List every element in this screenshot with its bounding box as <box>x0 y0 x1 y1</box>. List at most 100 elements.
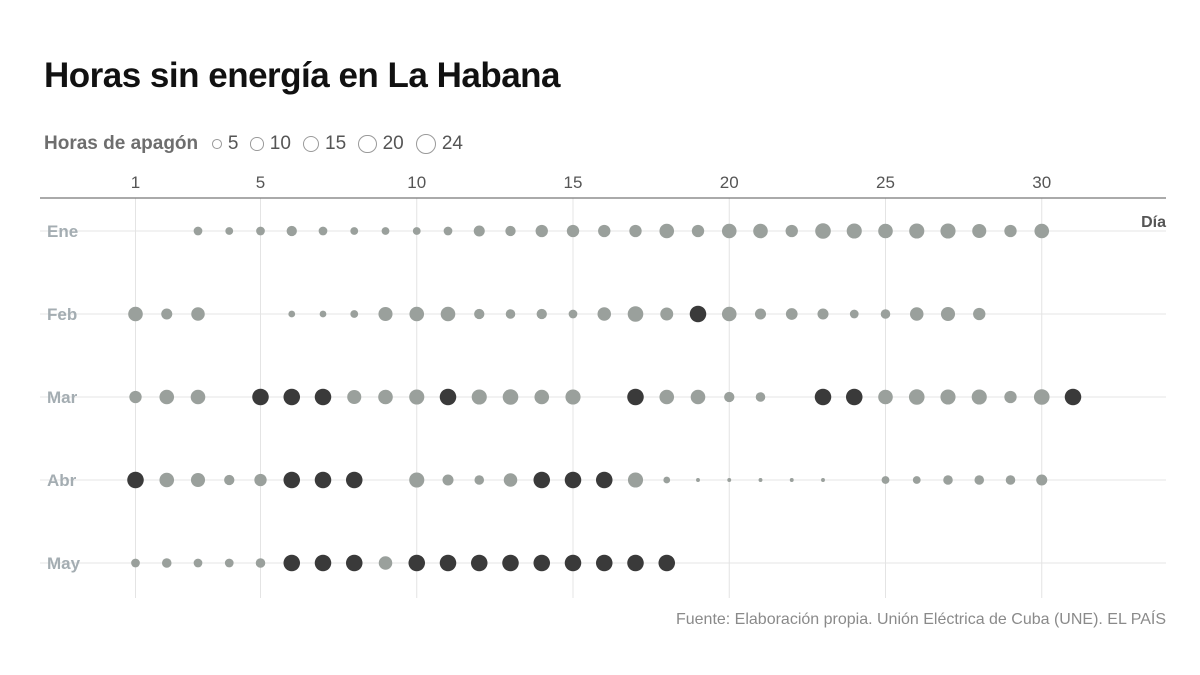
blackout-dot <box>565 389 581 405</box>
blackout-dot <box>1034 223 1050 239</box>
legend-circle <box>415 133 436 155</box>
blackout-dot <box>785 224 798 238</box>
month-label: Mar <box>47 388 78 407</box>
blackout-dot <box>503 473 518 487</box>
legend-circle <box>250 137 264 151</box>
month-label: Ene <box>47 222 78 241</box>
blackout-dot <box>690 389 706 405</box>
x-tick-label: 30 <box>1032 173 1051 192</box>
blackout-dot <box>408 554 426 572</box>
blackout-dot <box>190 472 206 488</box>
blackout-dot <box>940 223 956 239</box>
blackout-dot <box>533 471 551 489</box>
blackout-dot <box>663 476 671 484</box>
blackout-dot <box>473 225 485 237</box>
blackout-dot <box>378 389 393 405</box>
blackout-dot <box>193 558 203 568</box>
blackout-dot <box>878 223 893 239</box>
blackout-dot <box>943 475 953 485</box>
blackout-dot <box>721 306 737 322</box>
blackout-dot <box>314 388 332 406</box>
blackout-dot <box>974 475 985 485</box>
blackout-dot <box>971 389 987 405</box>
blackout-dot <box>283 471 301 489</box>
blackout-dot <box>350 310 359 318</box>
blackout-dot <box>318 226 328 236</box>
blackout-dot <box>474 308 485 320</box>
legend-label: 15 <box>325 133 347 154</box>
chart-title: Horas sin energía en La Habana <box>44 56 561 95</box>
blackout-dot <box>1033 389 1050 405</box>
legend-label: 5 <box>227 133 239 154</box>
blackout-dot <box>566 224 580 238</box>
blackout-dot <box>758 478 763 482</box>
blackout-dot <box>439 388 457 406</box>
blackout-dot <box>627 554 644 572</box>
blackout-dot <box>724 391 735 403</box>
blackout-dot <box>595 554 613 572</box>
blackout-dot <box>225 227 234 235</box>
legend-item-10: 10 <box>250 133 291 155</box>
blackout-dot <box>814 388 832 406</box>
blackout-dot <box>381 227 390 235</box>
blackout-dot <box>880 309 891 319</box>
blackout-dot <box>471 389 487 405</box>
month-label: Feb <box>47 305 77 324</box>
blackout-dot <box>256 226 265 236</box>
blackout-dot <box>502 554 519 572</box>
blackout-dot <box>161 308 173 320</box>
blackout-dot <box>159 472 175 488</box>
blackout-dot <box>319 310 327 318</box>
blackout-dot <box>474 475 485 485</box>
x-tick-label: 1 <box>131 173 140 192</box>
blackout-dot <box>881 476 890 484</box>
blackout-dot <box>224 558 234 568</box>
blackout-dot <box>190 389 206 405</box>
blackout-dot <box>721 223 737 239</box>
x-tick-label: 5 <box>256 173 265 192</box>
blackout-dot <box>568 309 578 319</box>
blackout-dot <box>254 473 267 487</box>
blackout-dot <box>131 558 140 568</box>
blackout-dot <box>972 223 987 239</box>
blackout-dot <box>727 478 732 482</box>
blackout-dot <box>1064 388 1082 406</box>
size-legend: Horas de apagón 5 10 15 20 24 <box>44 128 475 160</box>
blackout-dot <box>350 227 359 235</box>
blackout-dot <box>658 554 676 572</box>
blackout-dot <box>505 225 516 237</box>
blackout-dot <box>283 388 301 406</box>
blackout-dot <box>597 307 611 321</box>
blackout-dot <box>689 305 707 323</box>
blackout-dot <box>345 554 363 572</box>
legend-circle <box>212 139 222 149</box>
blackout-dot <box>1036 474 1048 486</box>
blackout-dot <box>878 389 893 405</box>
blackout-dot <box>909 223 925 239</box>
blackout-dot <box>753 223 768 239</box>
legend-label: 10 <box>269 133 291 154</box>
blackout-dot <box>973 307 986 321</box>
legend-label: 24 <box>441 133 463 154</box>
blackout-dot <box>536 308 547 320</box>
blackout-dot <box>534 389 550 405</box>
blackout-dot <box>908 389 925 405</box>
blackout-dot <box>910 307 924 321</box>
blackout-dot <box>696 478 700 482</box>
blackout-dot <box>283 554 301 572</box>
legend-item-15: 15 <box>302 133 347 155</box>
legend-item-24: 24 <box>415 133 463 155</box>
blackout-dot <box>595 471 613 489</box>
blackout-dot <box>627 388 644 406</box>
blackout-dot <box>598 224 611 238</box>
legend-title: Horas de apagón <box>44 133 199 154</box>
blackout-dot <box>161 558 172 568</box>
blackout-dot <box>821 478 825 482</box>
blackout-dot <box>345 471 363 489</box>
blackout-dot <box>286 225 297 237</box>
blackout-dot <box>191 307 205 321</box>
legend-item-5: 5 <box>212 133 238 155</box>
blackout-dot <box>1004 390 1017 404</box>
blackout-dot <box>912 476 921 484</box>
